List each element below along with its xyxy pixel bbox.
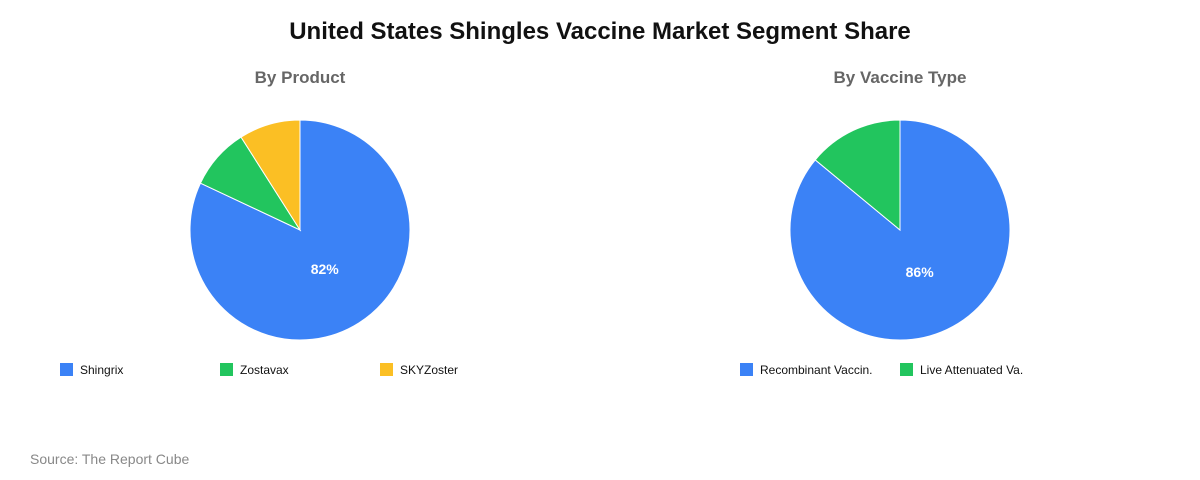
legend-label: SKYZoster [400, 363, 459, 377]
legend-label: Recombinant Vaccin. [760, 363, 873, 377]
legend-label: Zostavax [240, 363, 289, 377]
legend-swatch [740, 363, 753, 376]
legend-swatch [220, 363, 233, 376]
legend-label: Shingrix [80, 363, 124, 377]
product-pie-chart: 82% [189, 119, 411, 341]
pie-slice-skyzoster [240, 119, 301, 232]
vaccine-type-chart-subtitle: By Vaccine Type [833, 68, 967, 87]
vaccine-type-chart-panel: By Vaccine Type 86% Recombinant Vaccin. L… [600, 60, 1200, 400]
data-label-recombinant-vaccin: 86% [906, 264, 935, 280]
product-chart-subtitle: By Product [254, 68, 346, 87]
product-chart-panel: By Product 82% Shingrix Zostavax SKYZoster [0, 60, 600, 400]
pie-slice-live-attenuated-va [814, 119, 901, 232]
legend-swatch [380, 363, 393, 376]
data-label-shingrix: 82% [311, 261, 340, 277]
vaccine-type-pie-chart: 86% [789, 119, 1011, 341]
chart-title: United States Shingles Vaccine Market Se… [289, 18, 911, 45]
legend-swatch [60, 363, 73, 376]
legend-swatch [900, 363, 913, 376]
legend-label: Live Attenuated Va. [920, 363, 1024, 377]
source-note: Source: The Report Cube [30, 451, 190, 467]
